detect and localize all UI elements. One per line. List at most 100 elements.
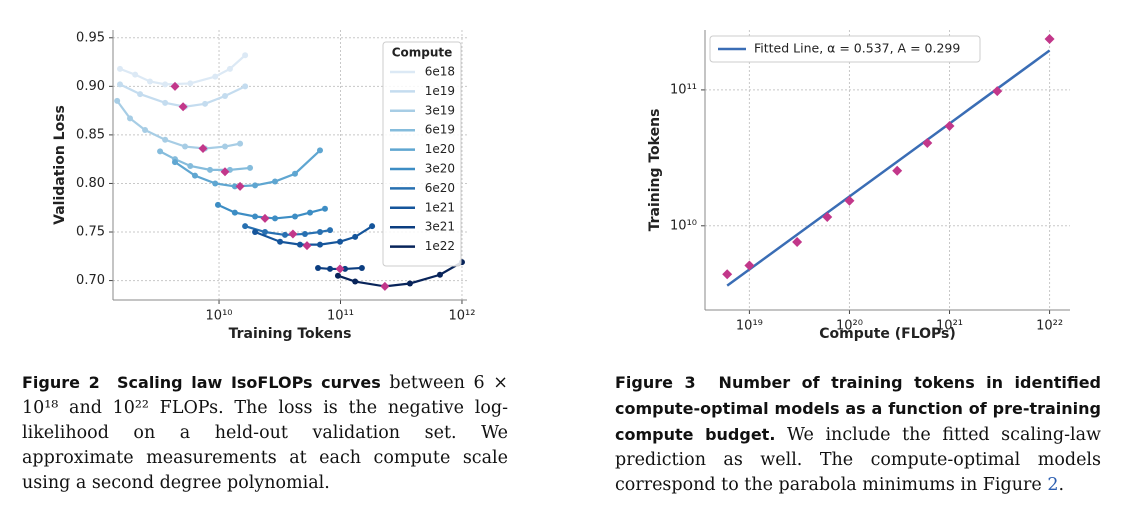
figures: 0.70 0.75 0.80 0.85 0.90 0.95 10¹⁰ 10¹¹ 10¹² Trai… bbox=[52, 30, 1070, 342]
data-point bbox=[317, 241, 324, 248]
caption-title: Scaling law IsoFLOPs curves bbox=[117, 373, 381, 392]
data-point bbox=[242, 52, 249, 59]
minimum-marker bbox=[170, 81, 180, 91]
data-point bbox=[892, 165, 903, 176]
minimum-marker bbox=[235, 181, 245, 191]
legend-box bbox=[382, 41, 462, 267]
data-point bbox=[222, 93, 229, 100]
minimum-marker bbox=[220, 167, 230, 177]
x-tick-label: 10²² bbox=[1036, 319, 1063, 334]
legend-label: 3e19 bbox=[425, 103, 455, 117]
x-tick-label: 10²¹ bbox=[936, 319, 963, 334]
data-point bbox=[317, 147, 324, 154]
data-point bbox=[231, 209, 238, 216]
data-point bbox=[231, 183, 238, 190]
fit-curve bbox=[174, 149, 321, 188]
y-axis-label: Training Tokens bbox=[647, 109, 663, 232]
data-point bbox=[352, 278, 359, 285]
minimum-marker bbox=[260, 213, 270, 223]
data-point bbox=[226, 65, 233, 72]
data-point bbox=[242, 83, 249, 90]
y-tick-label: 0.70 bbox=[76, 273, 105, 288]
y-tick-label: 0.75 bbox=[76, 225, 105, 240]
data-point bbox=[137, 91, 144, 98]
data-point bbox=[944, 120, 955, 131]
data-point bbox=[212, 73, 219, 80]
data-point bbox=[792, 236, 803, 247]
caption-label: Figure 3 bbox=[615, 373, 696, 392]
minimum-marker bbox=[302, 241, 312, 251]
data-point bbox=[252, 213, 259, 220]
data-point bbox=[317, 229, 324, 236]
data-point bbox=[342, 265, 349, 272]
y-tick-label: 0.95 bbox=[76, 30, 105, 45]
y-tick-label: 10¹¹ bbox=[670, 82, 697, 97]
data-point bbox=[114, 97, 121, 104]
data-point bbox=[222, 143, 229, 150]
legend-label: Fitted Line, α = 0.537, A = 0.299 bbox=[754, 41, 960, 56]
data-point bbox=[291, 170, 298, 177]
legend-label: 3e20 bbox=[425, 162, 455, 176]
data-point bbox=[436, 271, 443, 278]
data-point bbox=[277, 238, 284, 245]
data-point bbox=[281, 231, 288, 238]
data-point bbox=[822, 212, 833, 223]
fit-curve bbox=[116, 100, 241, 150]
data-point bbox=[337, 238, 344, 245]
data-point bbox=[162, 99, 169, 106]
y-tick-label: 0.85 bbox=[76, 127, 105, 142]
caption-figure-2: Figure 2 Scaling law IsoFLOPs curves bet… bbox=[22, 370, 508, 496]
caption-title: Number of training tokens in identified … bbox=[615, 373, 1101, 444]
y-tick-label: 0.80 bbox=[76, 176, 105, 191]
data-point bbox=[321, 205, 328, 212]
legend-box bbox=[709, 35, 981, 63]
x-tick-label: 10²⁰ bbox=[836, 319, 863, 334]
data-point bbox=[127, 115, 134, 122]
legend-title: Compute bbox=[392, 46, 453, 60]
y-axis-label: Validation Loss bbox=[52, 105, 68, 225]
x-tick-label: 10¹² bbox=[448, 309, 475, 324]
data-point bbox=[191, 172, 198, 179]
data-point bbox=[291, 213, 298, 220]
data-point bbox=[207, 166, 214, 173]
legend-label: 3e21 bbox=[425, 220, 455, 234]
data-point bbox=[406, 280, 413, 287]
legend-label: 6e18 bbox=[425, 65, 455, 79]
data-point bbox=[132, 71, 139, 78]
data-point bbox=[252, 229, 259, 236]
data-point bbox=[187, 162, 194, 169]
data-point bbox=[327, 227, 334, 234]
data-point bbox=[352, 233, 359, 240]
fitted-line bbox=[726, 49, 1051, 287]
data-point bbox=[212, 180, 219, 187]
data-point bbox=[247, 164, 254, 171]
minimum-marker bbox=[178, 102, 188, 112]
data-point bbox=[369, 223, 376, 230]
data-point bbox=[146, 78, 153, 85]
data-point bbox=[116, 65, 123, 72]
data-point bbox=[358, 264, 365, 271]
data-point bbox=[272, 178, 279, 185]
caption-label: Figure 2 bbox=[22, 373, 100, 392]
data-point bbox=[242, 223, 249, 230]
legend-label: 1e21 bbox=[425, 200, 455, 214]
data-point bbox=[237, 140, 244, 147]
fit-curve bbox=[337, 261, 463, 288]
x-axis-label: Training Tokens bbox=[229, 326, 352, 342]
data-point bbox=[162, 136, 169, 143]
data-point bbox=[296, 241, 303, 248]
data-point bbox=[142, 127, 149, 134]
legend-label: 6e20 bbox=[425, 181, 455, 195]
data-point bbox=[261, 229, 268, 236]
data-point bbox=[182, 143, 189, 150]
legend-label: 1e19 bbox=[425, 84, 455, 98]
fit-curve bbox=[119, 54, 246, 86]
caption-figure-3: Figure 3 Number of training tokens in id… bbox=[615, 370, 1101, 498]
figure-reference[interactable]: 2 bbox=[1047, 475, 1059, 495]
data-point bbox=[744, 260, 755, 271]
data-point bbox=[171, 159, 178, 166]
data-point bbox=[116, 81, 123, 88]
x-axis-label: Compute (FLOPs) bbox=[819, 326, 956, 342]
data-point bbox=[307, 209, 314, 216]
